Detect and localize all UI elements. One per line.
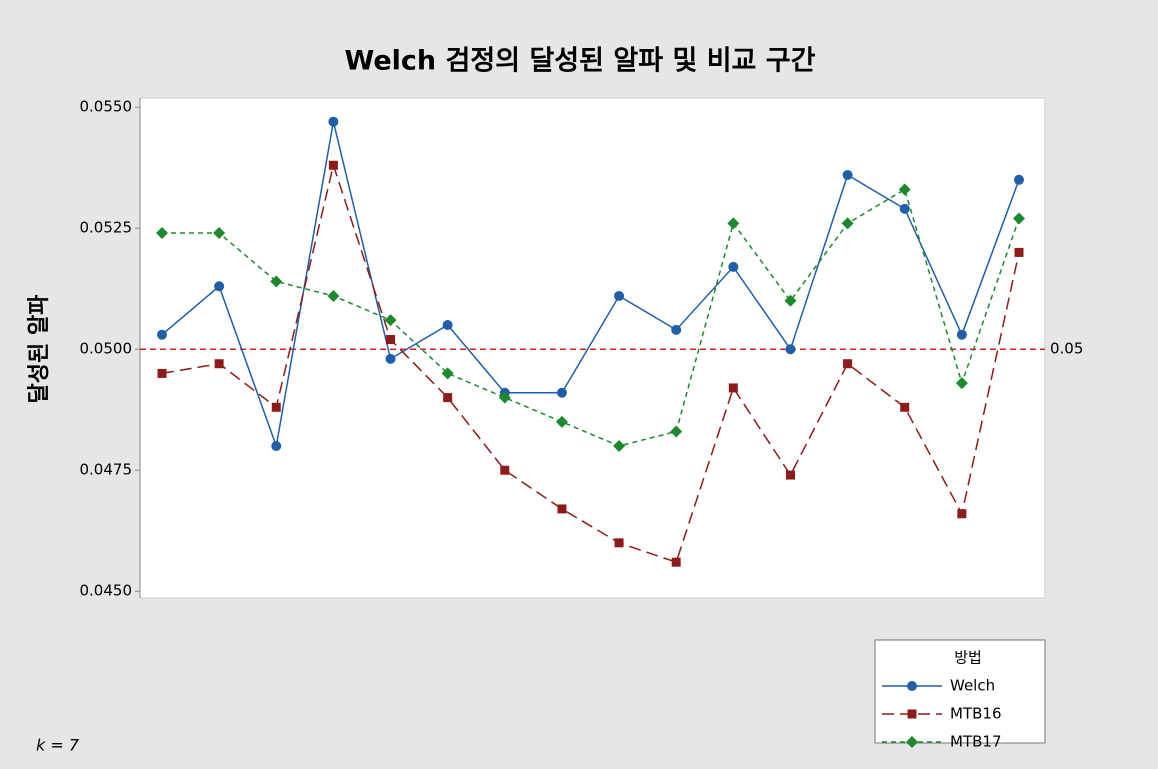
data-point xyxy=(384,314,397,327)
data-point xyxy=(841,217,854,230)
series-line xyxy=(162,188,1020,447)
data-point xyxy=(728,261,739,272)
data-point xyxy=(955,377,968,390)
data-point xyxy=(386,335,396,345)
annotation: k = 7 xyxy=(36,736,80,755)
data-point xyxy=(271,402,281,412)
data-point xyxy=(441,367,454,380)
y-tick-label: 0.0500 xyxy=(80,340,133,358)
data-point xyxy=(957,509,967,519)
legend-label: MTB16 xyxy=(950,705,1001,723)
data-point xyxy=(156,227,168,240)
chart-title: Welch 검정의 달성된 알파 및 비교 구간 xyxy=(345,46,816,77)
data-point xyxy=(899,203,910,214)
y-tick-label: 0.0450 xyxy=(80,582,133,600)
data-point xyxy=(900,402,910,412)
data-point xyxy=(671,557,681,567)
data-point xyxy=(727,217,740,230)
y-tick-label: 0.0550 xyxy=(80,98,133,116)
y-tick-label: 0.0525 xyxy=(80,219,133,237)
legend-marker xyxy=(906,736,918,748)
data-point xyxy=(557,504,567,514)
legend-marker xyxy=(907,681,917,691)
data-point xyxy=(327,289,340,302)
series-line xyxy=(161,162,1020,564)
data-point xyxy=(671,324,682,335)
data-point xyxy=(498,391,511,404)
data-point xyxy=(1013,212,1025,225)
data-point xyxy=(328,116,339,127)
data-point xyxy=(443,393,453,403)
data-point xyxy=(157,368,167,378)
plot-area xyxy=(139,97,1046,599)
data-point xyxy=(1014,247,1024,257)
data-point xyxy=(385,353,396,364)
data-point xyxy=(555,415,568,428)
data-point xyxy=(785,344,796,355)
legend xyxy=(874,639,1046,744)
data-point xyxy=(785,470,795,480)
data-point xyxy=(270,275,283,288)
data-point xyxy=(442,320,453,331)
data-point xyxy=(157,329,167,340)
data-point xyxy=(328,160,338,170)
y-axis-label: 달성된 알파 xyxy=(27,294,52,404)
data-point xyxy=(614,290,625,301)
legend-label: Welch xyxy=(950,677,995,695)
data-point xyxy=(613,440,626,453)
data-point xyxy=(213,227,226,240)
legend-label: MTB17 xyxy=(950,733,1001,751)
data-point xyxy=(1014,174,1024,185)
data-point xyxy=(556,387,567,398)
data-point xyxy=(500,465,510,475)
data-point xyxy=(784,294,797,307)
data-point xyxy=(214,281,225,292)
reference-label: 0.05 xyxy=(1050,340,1083,358)
y-tick-label: 0.0475 xyxy=(80,461,133,479)
data-point xyxy=(670,425,683,438)
data-point xyxy=(956,329,967,340)
data-point xyxy=(614,538,624,548)
data-point xyxy=(843,359,853,369)
data-point xyxy=(898,183,911,196)
data-point xyxy=(728,383,738,393)
legend-title: 방법 xyxy=(954,649,982,667)
data-point xyxy=(271,441,282,452)
legend-marker xyxy=(907,709,917,719)
data-point xyxy=(842,169,853,180)
data-point xyxy=(214,359,224,369)
